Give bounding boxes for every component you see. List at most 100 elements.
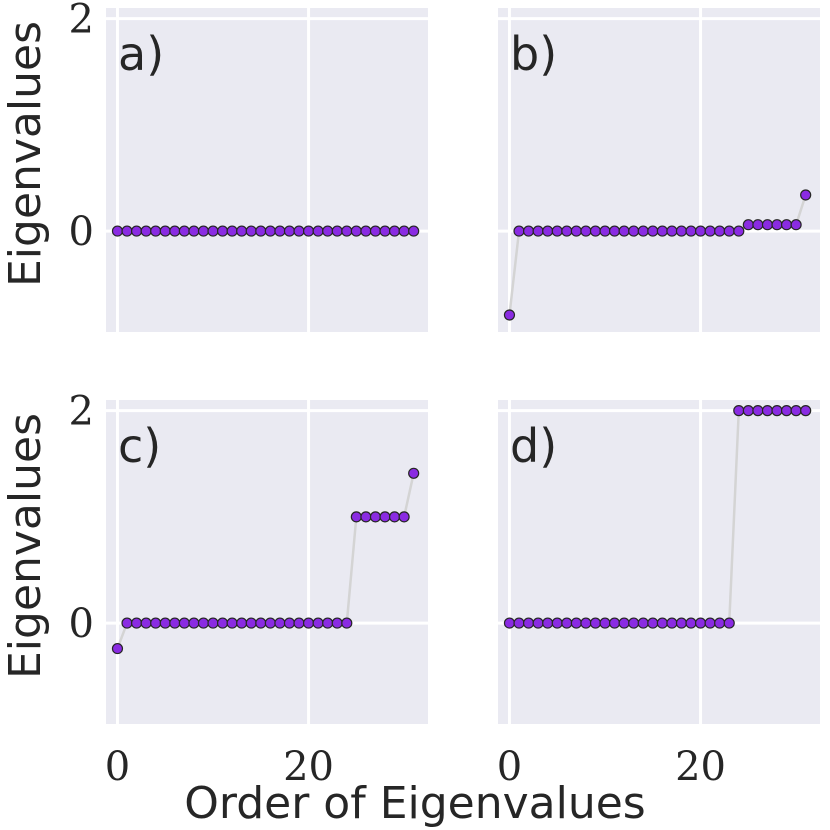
data-point <box>398 225 410 237</box>
data-point <box>169 617 181 629</box>
data-point <box>656 225 668 237</box>
data-point <box>752 405 764 417</box>
data-point <box>561 617 573 629</box>
data-point <box>800 405 812 417</box>
data-point <box>580 225 592 237</box>
data-point <box>111 642 124 655</box>
data-point <box>130 225 143 237</box>
data-point <box>570 225 582 237</box>
data-point <box>188 225 200 237</box>
data-point <box>580 617 592 629</box>
data-point <box>130 617 143 629</box>
data-point <box>302 617 315 629</box>
data-point <box>532 225 544 237</box>
x-tick-label: 20 <box>283 744 334 790</box>
data-point <box>236 225 248 237</box>
data-point <box>666 225 678 237</box>
data-point <box>408 467 420 479</box>
data-point <box>800 189 812 201</box>
data-point <box>216 225 229 237</box>
y-tick-label: 2 <box>69 389 94 435</box>
data-point <box>790 219 802 231</box>
data-point <box>589 225 602 237</box>
data-point <box>207 617 219 629</box>
data-point <box>169 225 181 237</box>
data-point <box>599 617 611 629</box>
data-point <box>322 225 334 237</box>
panel-label: b) <box>510 27 557 81</box>
x-axis-label: Order of Eigenvalues <box>184 778 645 829</box>
data-point <box>331 225 343 237</box>
data-point <box>255 617 267 629</box>
data-point <box>723 225 735 237</box>
data-point <box>245 617 257 629</box>
data-point <box>178 225 190 237</box>
data-point <box>551 225 563 237</box>
data-point <box>522 617 535 629</box>
panel-2: b) <box>498 8 820 332</box>
data-point <box>226 225 238 237</box>
data-point <box>264 617 276 629</box>
data-point <box>780 405 793 417</box>
data-point <box>522 225 535 237</box>
data-point <box>570 617 582 629</box>
data-point <box>178 617 190 629</box>
plot-area <box>498 8 820 332</box>
data-point <box>293 225 305 237</box>
data-point <box>513 225 525 237</box>
data-point <box>694 225 707 237</box>
data-point <box>274 617 286 629</box>
data-point <box>542 225 554 237</box>
data-point <box>780 219 793 231</box>
y-axis-label: Eigenvalues <box>0 413 51 679</box>
data-point <box>637 617 649 629</box>
data-point <box>207 225 219 237</box>
data-point <box>283 617 296 629</box>
y-tick-label: 0 <box>69 209 94 255</box>
data-point <box>388 511 401 523</box>
data-point <box>675 225 688 237</box>
data-point <box>322 617 334 629</box>
data-point <box>350 511 362 523</box>
data-point <box>704 617 716 629</box>
data-point <box>666 617 678 629</box>
data-point <box>647 225 659 237</box>
data-point <box>551 617 563 629</box>
data-point <box>685 225 697 237</box>
data-point <box>647 617 659 629</box>
data-point <box>188 617 200 629</box>
data-point <box>197 225 210 237</box>
panel-label: c) <box>118 419 161 473</box>
data-point <box>742 405 754 417</box>
data-point <box>264 225 276 237</box>
panel-label: a) <box>118 27 164 81</box>
data-point <box>589 617 602 629</box>
x-tick-label: 0 <box>105 744 130 790</box>
data-point <box>675 617 688 629</box>
data-point <box>140 617 152 629</box>
data-point <box>685 617 697 629</box>
data-point <box>608 617 621 629</box>
data-point <box>159 225 171 237</box>
data-point <box>618 225 630 237</box>
data-point <box>561 225 573 237</box>
data-point <box>408 225 420 237</box>
data-point <box>733 225 745 237</box>
y-axis-label: Eigenvalues <box>0 21 51 287</box>
data-point <box>379 225 391 237</box>
data-point <box>388 225 401 237</box>
data-point <box>236 617 248 629</box>
plot-area <box>106 400 428 724</box>
data-point <box>752 219 764 231</box>
x-tick-label: 0 <box>497 744 522 790</box>
y-tick-label: 0 <box>69 601 94 647</box>
data-point <box>312 225 324 237</box>
data-point <box>379 511 391 523</box>
panel-label: d) <box>510 419 557 473</box>
panel-3: 200 20c)Eigenvalues <box>0 389 428 790</box>
data-point <box>283 225 296 237</box>
data-point <box>140 225 152 237</box>
data-point <box>197 617 210 629</box>
data-point <box>302 225 315 237</box>
